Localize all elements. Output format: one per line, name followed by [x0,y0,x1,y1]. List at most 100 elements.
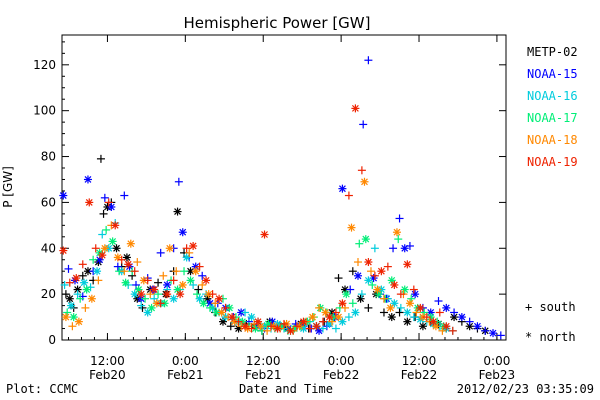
x-tick-date: Feb21 [245,368,282,382]
data-point-metp-02 [226,322,235,331]
data-point-noaa-17 [394,235,403,244]
data-point-noaa-18 [366,267,375,276]
data-point-noaa-16 [247,313,256,322]
data-point-noaa-19 [442,322,451,331]
data-point-noaa-17 [355,239,364,248]
data-point-noaa-19 [247,324,256,333]
y-axis-label: P [GW] [1,166,15,208]
data-point-noaa-19 [156,299,165,308]
data-point-noaa-17 [141,294,150,303]
data-point-noaa-16 [403,308,412,317]
data-point-noaa-15 [405,241,414,250]
data-point-metp-02 [96,154,105,163]
data-point-noaa-19 [169,276,178,285]
data-point-noaa-19 [189,241,198,250]
data-point-metp-02 [173,207,182,216]
series-legend: METP-02 NOAA-15 NOAA-16 NOAA-17 NOAA-18 NOAA-… [527,45,578,169]
data-point-noaa-17 [89,255,98,264]
data-point-noaa-18 [217,308,226,317]
x-axis-label: Date and Time [239,382,333,396]
data-point-noaa-16 [137,301,146,310]
data-point-noaa-19 [215,294,224,303]
data-point-noaa-19 [104,198,113,207]
data-point-noaa-19 [331,308,340,317]
data-point-noaa-16 [331,324,340,333]
data-points [59,56,505,340]
data-point-noaa-15 [442,303,451,312]
data-point-noaa-16 [98,230,107,239]
x-tick-date: Feb22 [401,368,438,382]
data-point-noaa-18 [347,223,356,232]
data-point-noaa-19 [267,322,276,331]
data-point-noaa-19 [195,262,204,271]
data-point-noaa-19 [377,267,386,276]
data-point-noaa-18 [146,290,155,299]
data-point-noaa-18 [191,267,200,276]
y-tick-label: 80 [41,150,56,164]
data-point-noaa-19 [241,322,250,331]
data-point-noaa-19 [143,276,152,285]
data-point-metp-02 [395,308,404,317]
data-point-noaa-18 [412,308,421,317]
data-point-noaa-19 [202,276,211,285]
data-point-noaa-19 [429,317,438,326]
data-point-noaa-16 [409,313,418,322]
data-point-noaa-15 [434,297,443,306]
data-point-metp-02 [112,244,121,253]
data-point-noaa-19 [234,317,243,326]
data-point-noaa-18 [360,177,369,186]
legend-item-noaa-18: NOAA-18 [527,133,578,147]
data-point-noaa-15 [489,329,498,338]
data-point-noaa-19 [117,255,126,264]
data-point-noaa-18 [379,294,388,303]
data-point-noaa-19 [390,280,399,289]
x-tick-time: 0:00 [328,354,355,368]
data-point-noaa-19 [254,317,263,326]
data-point-noaa-15 [174,177,183,186]
marker-legend-south: + south [525,300,576,314]
data-point-noaa-17 [368,280,377,289]
data-point-metp-02 [348,267,357,276]
data-point-metp-02 [83,267,92,276]
data-point-metp-02 [418,322,427,331]
data-point-noaa-18 [81,303,90,312]
data-point-noaa-19 [221,303,230,312]
data-point-noaa-18 [354,258,362,267]
data-point-noaa-18 [373,285,382,294]
data-point-noaa-19 [111,221,120,230]
data-point-noaa-15 [64,264,73,273]
data-point-noaa-15 [338,184,347,193]
data-point-noaa-19 [364,258,373,267]
data-point-noaa-19 [72,274,81,283]
legend-item-noaa-17: NOAA-17 [527,111,578,125]
legend-item-noaa-16: NOAA-16 [527,89,578,103]
data-point-noaa-15 [473,322,482,331]
marker-legend: + south * north [525,300,576,344]
data-point-noaa-17 [108,237,117,246]
data-point-noaa-18 [198,280,207,289]
data-point-noaa-16 [93,267,102,276]
y-tick-label: 60 [41,195,56,209]
footer-timestamp: 2012/02/23 03:35:09 [457,382,594,396]
data-point-noaa-19 [344,191,353,200]
y-tick-label: 0 [48,333,56,347]
x-tick-time: 0:00 [483,354,510,368]
data-point-noaa-19 [208,290,217,299]
data-point-noaa-15 [156,248,165,257]
data-point-noaa-16 [60,280,69,289]
data-point-noaa-19 [137,290,146,299]
legend-item-noaa-19: NOAA-19 [527,155,578,169]
data-point-noaa-17 [186,276,195,285]
marker-legend-north: * north [525,330,576,344]
data-point-noaa-16 [73,290,82,299]
data-point-noaa-18 [74,317,83,326]
data-point-noaa-19 [416,303,425,312]
data-point-noaa-15 [465,317,474,326]
data-point-noaa-18 [87,294,96,303]
data-point-noaa-17 [102,225,111,234]
data-point-noaa-17 [154,290,163,299]
data-point-noaa-17 [199,299,208,308]
data-point-noaa-15 [178,228,187,237]
data-point-noaa-19 [286,326,295,335]
